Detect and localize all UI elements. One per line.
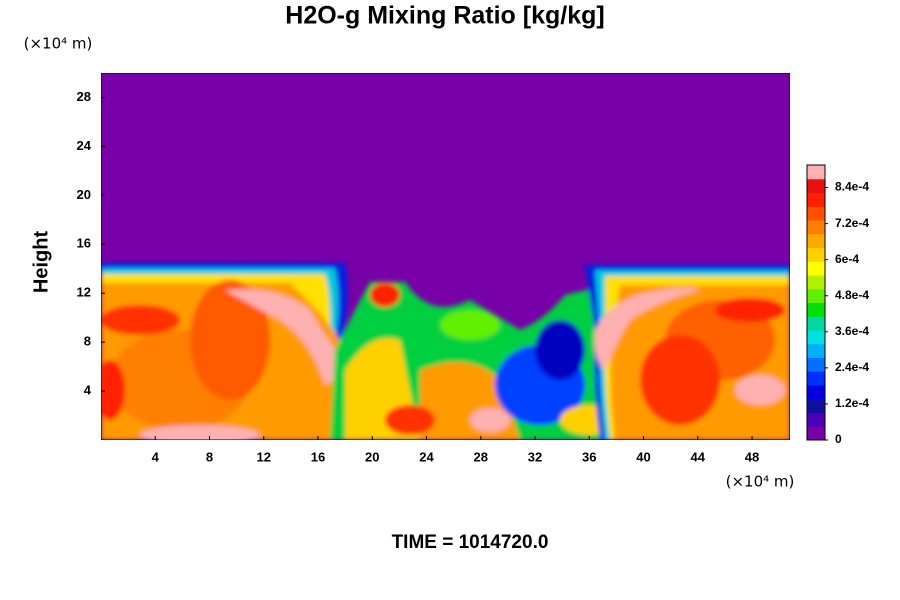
x-unit: (×10⁴ m) xyxy=(726,473,795,491)
y-tick-label: 12 xyxy=(77,285,91,300)
colorbar-band xyxy=(807,220,825,235)
x-tick-label: 24 xyxy=(419,449,434,464)
x-tick-label: 32 xyxy=(528,449,542,464)
x-tick-label: 36 xyxy=(582,449,596,464)
colorbar-band xyxy=(807,357,825,372)
colorbar-tick-label: 6e-4 xyxy=(835,252,859,266)
colorbar-band xyxy=(807,316,825,331)
colorbar-band xyxy=(807,371,825,386)
y-axis-label: Height xyxy=(30,231,52,294)
colorbar-band xyxy=(807,192,825,207)
colorbar-band xyxy=(807,206,825,221)
x-tick-label: 44 xyxy=(691,449,706,464)
y-tick-label: 4 xyxy=(84,383,92,398)
x-tick-label: 48 xyxy=(745,449,759,464)
y-tick-label: 28 xyxy=(77,89,91,104)
colorbar-band xyxy=(807,178,825,193)
colorbar-band xyxy=(807,343,825,358)
colorbar-frame xyxy=(806,164,826,441)
colorbar-band xyxy=(807,302,825,317)
colorbar-band xyxy=(807,330,825,345)
colorbar-tick-label: 7.2e-4 xyxy=(835,216,869,230)
y-tick-label: 16 xyxy=(77,236,91,251)
x-tick-label: 4 xyxy=(152,449,160,464)
colorbar-band xyxy=(807,275,825,290)
colorbar-band xyxy=(807,261,825,276)
footer: TIME = 1014720.0 xyxy=(392,532,549,553)
colorbar-band xyxy=(807,412,825,427)
colorbar-tick-label: 0 xyxy=(835,432,842,446)
y-tick-label: 20 xyxy=(77,187,91,202)
x-tick-label: 20 xyxy=(365,449,379,464)
colorbar-tick-label: 3.6e-4 xyxy=(835,324,869,338)
colorbar-band xyxy=(807,385,825,400)
field-contours xyxy=(101,263,790,440)
x-tick-label: 16 xyxy=(311,449,325,464)
x-tick-label: 28 xyxy=(474,449,488,464)
colorbar-tick-label: 2.4e-4 xyxy=(835,360,869,374)
field xyxy=(101,73,790,440)
chart-title: H2O-g Mixing Ratio [kg/kg] xyxy=(285,2,604,30)
y-unit: (×10⁴ m) xyxy=(24,35,93,53)
colorbar-tick-label: 8.4e-4 xyxy=(835,180,869,194)
x-tick-label: 12 xyxy=(257,449,271,464)
colorbar-band xyxy=(807,165,825,180)
y-tick-label: 8 xyxy=(84,334,91,349)
colorbar-band xyxy=(807,247,825,262)
x-tick-label: 8 xyxy=(206,449,213,464)
x-tick-label: 40 xyxy=(636,449,650,464)
colorbar-band xyxy=(807,233,825,248)
y-tick-label: 24 xyxy=(77,138,92,153)
colorbar-band xyxy=(807,426,825,441)
colorbar-tick-label: 4.8e-4 xyxy=(835,288,869,302)
colorbar-tick-label: 1.2e-4 xyxy=(835,396,869,410)
colorbar-band xyxy=(807,288,825,303)
colorbar-band xyxy=(807,398,825,413)
